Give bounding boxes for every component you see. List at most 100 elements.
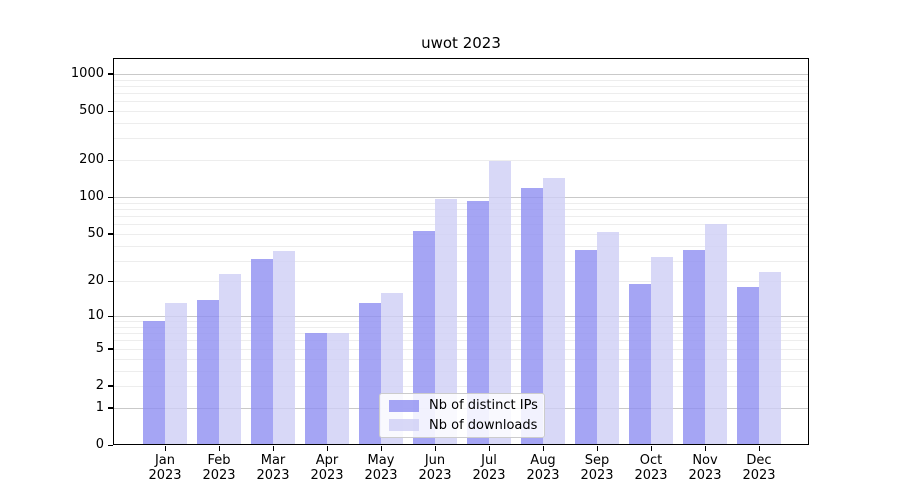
x-tick-label: Sep 2023 <box>580 453 614 483</box>
x-tick-mark <box>488 446 490 451</box>
x-tick-mark <box>434 446 436 451</box>
legend-swatch-distinct-ips-icon <box>389 399 419 412</box>
gridline-minor <box>114 138 808 140</box>
bar-nb-of-distinct-ips-jul <box>467 200 489 445</box>
gridline-minor <box>114 321 808 323</box>
y-tick-label: 200 <box>79 152 104 168</box>
y-tick-label: 0 <box>95 437 104 452</box>
gridline-major <box>114 316 808 318</box>
bar-nb-of-distinct-ips-oct <box>629 284 651 445</box>
y-tick-mark <box>108 196 113 198</box>
bar-nb-of-distinct-ips-apr <box>305 333 327 445</box>
gridline-minor <box>114 101 808 103</box>
bar-nb-of-distinct-ips-mar <box>251 258 273 445</box>
bar-nb-of-downloads-mar <box>273 251 295 445</box>
x-tick-label: Nov 2023 <box>688 453 722 483</box>
x-tick-mark <box>650 446 652 451</box>
gridline-minor <box>114 85 808 87</box>
x-tick-mark <box>542 446 544 451</box>
y-tick-label: 2 <box>95 377 104 393</box>
x-tick-label: Feb 2023 <box>202 453 236 483</box>
bar-nb-of-downloads-apr <box>327 333 349 445</box>
gridline-minor <box>114 340 808 342</box>
gridline-minor <box>114 93 808 95</box>
gridline-minor <box>114 202 808 204</box>
y-tick-mark <box>108 385 113 387</box>
x-tick-label: Apr 2023 <box>310 453 344 483</box>
x-tick-mark <box>326 446 328 451</box>
y-tick-mark <box>108 315 113 317</box>
legend-swatch-downloads-icon <box>389 419 419 432</box>
bar-nb-of-distinct-ips-sep <box>575 249 597 445</box>
x-tick-mark <box>164 446 166 451</box>
x-tick-label: Jul 2023 <box>472 453 506 483</box>
y-tick-label: 100 <box>79 189 104 205</box>
chart-title: uwot 2023 <box>421 34 501 52</box>
x-tick-label: Mar 2023 <box>256 453 290 483</box>
bar-nb-of-downloads-feb <box>219 274 241 445</box>
legend-label-distinct-ips: Nb of distinct IPs <box>429 398 538 414</box>
gridline-minor <box>114 123 808 125</box>
gridline-minor <box>114 385 808 387</box>
bar-nb-of-distinct-ips-feb <box>197 299 219 445</box>
gridline-minor <box>114 111 808 113</box>
x-tick-label: Dec 2023 <box>742 453 776 483</box>
gridline-minor <box>114 208 808 210</box>
bar-nb-of-downloads-sep <box>597 231 619 445</box>
y-tick-label: 10 <box>87 308 104 324</box>
y-tick-label: 1 <box>95 399 104 415</box>
gridline-minor <box>114 358 808 360</box>
bar-nb-of-downloads-jun <box>435 199 457 445</box>
bar-nb-of-downloads-aug <box>543 178 565 445</box>
x-tick-mark <box>380 446 382 451</box>
x-tick-mark <box>596 446 598 451</box>
x-tick-label: Jan 2023 <box>148 453 182 483</box>
y-tick-mark <box>108 348 113 350</box>
y-tick-mark <box>108 159 113 161</box>
gridline-minor <box>114 216 808 218</box>
y-tick-mark <box>108 280 113 283</box>
bar-nb-of-downloads-dec <box>759 272 781 445</box>
bar-nb-of-downloads-oct <box>651 257 673 445</box>
x-tick-mark <box>704 446 706 451</box>
gridline-minor <box>114 260 808 262</box>
y-tick-label: 500 <box>79 103 104 119</box>
bar-nb-of-distinct-ips-aug <box>521 188 543 445</box>
x-tick-label: Oct 2023 <box>634 453 668 483</box>
legend-row-downloads: Nb of downloads <box>380 418 544 433</box>
legend-row-distinct-ips: Nb of distinct IPs <box>380 398 544 413</box>
bar-nb-of-distinct-ips-jun <box>413 230 435 445</box>
gridline-minor <box>114 224 808 226</box>
gridline-major <box>114 197 808 199</box>
x-tick-mark <box>272 446 274 451</box>
y-tick-mark <box>108 110 113 112</box>
bar-nb-of-downloads-nov <box>705 224 727 445</box>
bar-nb-of-downloads-jan <box>165 303 187 445</box>
y-tick-label: 5 <box>95 340 104 356</box>
gridline-minor <box>114 370 808 372</box>
y-tick-label: 20 <box>87 273 104 289</box>
x-tick-label: Aug 2023 <box>526 453 560 483</box>
x-tick-mark <box>218 446 220 451</box>
y-tick-mark <box>108 444 113 446</box>
bar-nb-of-distinct-ips-jan <box>143 321 165 445</box>
gridline-minor <box>114 79 808 81</box>
gridline-major <box>114 73 808 75</box>
bar-nb-of-downloads-jul <box>489 160 511 445</box>
x-tick-label: May 2023 <box>364 453 398 483</box>
legend: Nb of distinct IPs Nb of downloads <box>379 393 545 438</box>
gridline-minor <box>114 333 808 335</box>
x-tick-mark <box>758 446 760 451</box>
legend-label-downloads: Nb of downloads <box>429 417 538 433</box>
gridline-minor <box>114 245 808 247</box>
y-tick-mark <box>108 233 113 235</box>
gridline-minor <box>114 160 808 162</box>
gridline-minor <box>114 326 808 328</box>
bar-nb-of-distinct-ips-may <box>359 303 381 445</box>
y-tick-label: 50 <box>87 225 104 241</box>
x-tick-label: Jun 2023 <box>418 453 452 483</box>
y-tick-mark <box>108 73 113 75</box>
y-tick-mark <box>108 407 113 409</box>
bar-nb-of-distinct-ips-nov <box>683 249 705 445</box>
